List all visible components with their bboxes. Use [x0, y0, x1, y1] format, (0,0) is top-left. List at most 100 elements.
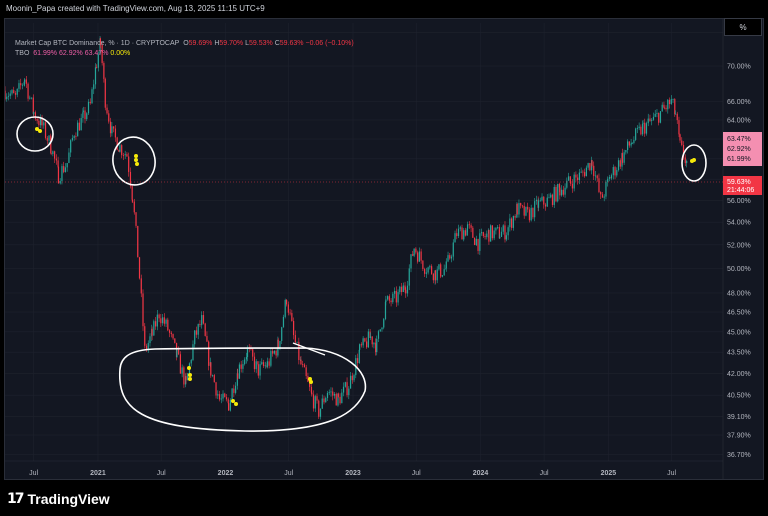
candle	[206, 331, 208, 342]
candle	[116, 136, 118, 151]
candle	[342, 382, 345, 397]
candle	[32, 94, 34, 119]
candle-body	[34, 112, 37, 119]
candle	[129, 167, 132, 189]
time-axis[interactable]: Jul 2021 Jul 2022 Jul 2023 Jul 2024 Jul 2025 Jul	[5, 460, 723, 477]
candle	[379, 329, 381, 332]
candle-body	[353, 375, 355, 381]
candle	[509, 213, 511, 232]
tbo-marker	[35, 127, 39, 131]
candle-body	[101, 45, 103, 64]
annotation-arrow	[292, 342, 326, 356]
candle	[23, 78, 26, 87]
candle-body	[185, 376, 187, 381]
percent-scale-button[interactable]: %	[724, 18, 762, 36]
candle-body	[163, 317, 165, 324]
candle	[625, 150, 627, 155]
candle	[539, 197, 541, 202]
candle	[229, 398, 231, 412]
candle-body	[369, 331, 371, 338]
candle	[663, 101, 665, 108]
candle-body	[385, 299, 387, 303]
candle-body	[119, 145, 121, 152]
candle-body	[681, 140, 683, 145]
attribution-text: Moonin_Papa created with TradingView.com…	[6, 4, 265, 13]
x-tick-label: Jul	[412, 470, 421, 477]
candle-body	[82, 110, 84, 113]
candle-body	[95, 67, 98, 69]
candle	[185, 372, 187, 384]
candle-body	[291, 313, 293, 321]
candle-body	[321, 398, 323, 409]
candle	[633, 136, 635, 145]
candle	[383, 317, 385, 330]
candle	[546, 194, 548, 207]
candle-body	[392, 293, 394, 303]
candle-body	[75, 136, 77, 137]
legend-indicator[interactable]: TBO 61.99% 62.92% 63.47% 0.00%	[15, 50, 130, 57]
price-chart[interactable]: 36.70% 37.90% 39.10% 40.50% 42.00% 43.50% 45.0…	[5, 19, 763, 479]
candle	[78, 118, 81, 131]
candle	[351, 372, 353, 384]
candle	[384, 300, 387, 321]
candle-body	[410, 254, 412, 269]
candle	[14, 90, 17, 100]
candle	[681, 137, 683, 147]
price-axis[interactable]: 36.70% 37.90% 39.10% 40.50% 42.00% 43.50% 45.0…	[722, 19, 751, 479]
candle-body	[527, 206, 529, 210]
tbo-marker	[188, 377, 192, 381]
x-tick-label: 2021	[90, 470, 106, 477]
pink-badge-label-3: 61.99%	[727, 156, 751, 163]
candle	[676, 111, 678, 124]
candle-body	[548, 197, 550, 199]
candle	[34, 110, 37, 121]
candle	[113, 126, 115, 133]
candle	[325, 396, 327, 403]
candle	[268, 358, 270, 369]
candle-body	[225, 397, 228, 400]
candle-body	[449, 255, 451, 259]
x-tick-label: 2024	[473, 470, 489, 477]
candle-body	[640, 126, 642, 135]
candle-body	[642, 123, 644, 135]
candle	[598, 173, 600, 194]
candle	[296, 341, 298, 343]
candle-body	[466, 228, 468, 236]
candle-body	[544, 204, 547, 207]
candle-body	[473, 237, 476, 246]
tbo-marker	[134, 154, 138, 158]
candle-body	[443, 269, 445, 276]
y-tick-label: 40.50%	[727, 393, 751, 400]
candle	[607, 176, 609, 187]
candle-body	[323, 398, 325, 403]
candle	[33, 111, 35, 116]
current-price-label: 59.63%	[727, 179, 751, 186]
candle	[161, 313, 164, 326]
candle	[364, 337, 366, 343]
candle-body	[319, 408, 322, 417]
y-tick-label: 70.00%	[727, 64, 751, 71]
candle-body	[68, 152, 70, 163]
candle	[502, 224, 504, 235]
candle-body	[145, 345, 148, 350]
candle-body	[479, 233, 481, 251]
candle	[38, 116, 40, 128]
candle	[596, 174, 598, 182]
candle-body	[40, 117, 42, 126]
candle-body	[52, 151, 54, 155]
candle	[417, 250, 419, 264]
candle	[490, 224, 492, 242]
candle-body	[268, 361, 270, 366]
candle	[484, 233, 486, 240]
candle	[636, 125, 639, 134]
candle-body	[393, 290, 396, 294]
candle-body	[399, 286, 401, 293]
annotation-circle-2020	[16, 116, 54, 152]
candle-body	[333, 393, 336, 396]
candle-body	[577, 177, 579, 181]
candle	[498, 224, 501, 239]
chart-panel[interactable]: 36.70% 37.90% 39.10% 40.50% 42.00% 43.50% 45.0…	[4, 18, 764, 480]
candle-body	[674, 99, 676, 115]
candle	[178, 346, 180, 356]
candle	[375, 338, 377, 356]
